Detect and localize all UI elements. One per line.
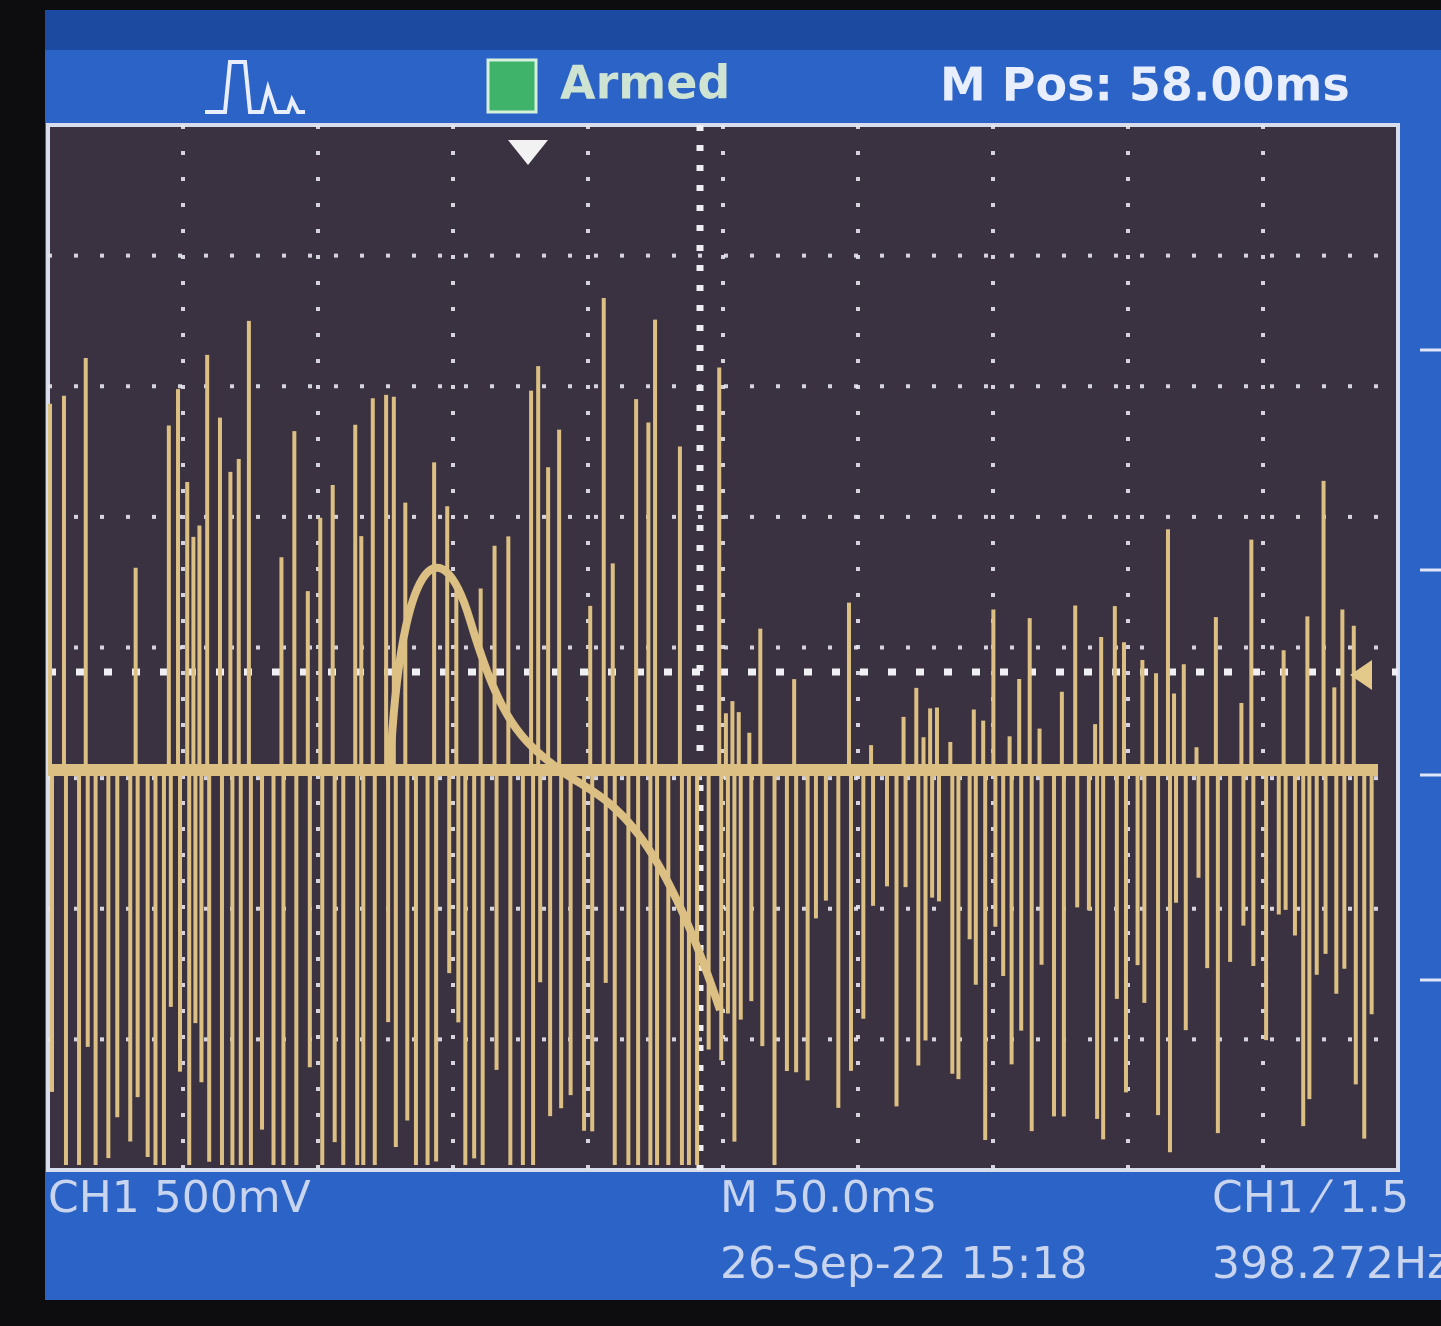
time-scale: M 50.0ms bbox=[720, 1172, 936, 1223]
acquisition-state: Armed bbox=[560, 56, 730, 110]
channel-scale: CH1 500mV bbox=[48, 1172, 311, 1223]
acquisition-icon bbox=[488, 60, 536, 112]
horizontal-position: M Pos: 58.00ms bbox=[940, 58, 1350, 112]
oscilloscope-photo: Armed M Pos: 58.00ms CH1 500mV M 50.0ms … bbox=[0, 0, 1441, 1326]
screen-top-shade bbox=[45, 10, 1441, 50]
timestamp: 26-Sep-22 15:18 bbox=[720, 1238, 1087, 1289]
scope-screen: Armed M Pos: 58.00ms CH1 500mV M 50.0ms … bbox=[0, 0, 1441, 1326]
bottom-bezel bbox=[0, 1300, 1441, 1326]
trigger-setting: CH1 ⁄ 1.5 bbox=[1212, 1172, 1409, 1223]
frequency-readout: 398.272Hz bbox=[1212, 1238, 1441, 1289]
